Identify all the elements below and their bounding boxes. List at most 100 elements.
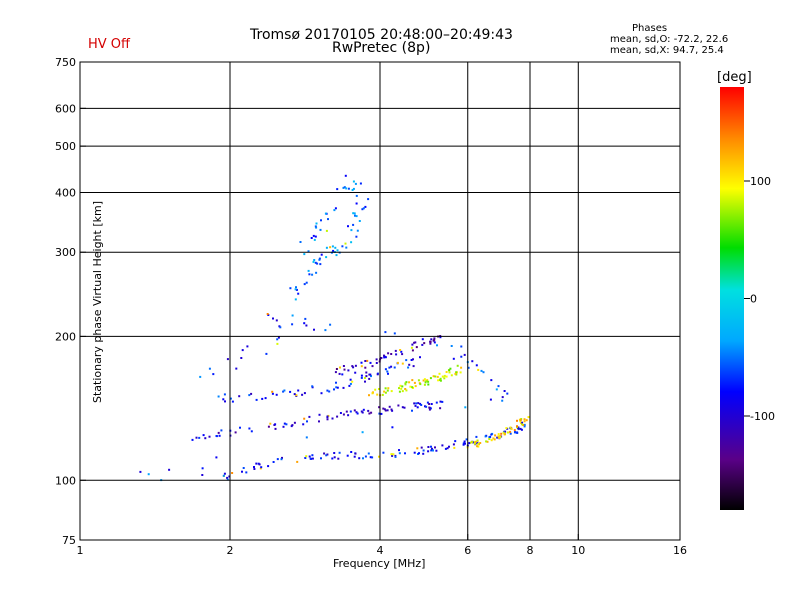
echo-point — [401, 353, 404, 356]
echo-point — [362, 408, 365, 411]
echo-point — [467, 366, 470, 369]
echo-point — [502, 431, 505, 434]
echo-point — [303, 322, 306, 325]
hv-status: HV Off — [88, 37, 130, 52]
echo-point — [413, 381, 416, 384]
echo-point — [324, 212, 327, 215]
echo-point — [352, 366, 355, 369]
echo-point — [308, 415, 311, 418]
echo-point — [335, 386, 338, 389]
chart-title: Tromsø 20170105 20:48:00–20:49:43 — [250, 27, 513, 43]
echo-point — [354, 214, 356, 217]
echo-point — [386, 370, 389, 373]
echo-point — [383, 356, 386, 359]
echo-point — [336, 249, 339, 252]
stats-heading: Phases — [632, 23, 668, 34]
echo-point — [419, 356, 421, 359]
echo-point — [245, 471, 248, 474]
echo-point — [347, 187, 350, 190]
echo-point — [471, 360, 474, 363]
echo-point — [434, 446, 436, 449]
echo-point — [345, 187, 348, 190]
echo-point — [333, 388, 335, 391]
echo-point — [396, 361, 399, 364]
echo-point — [378, 455, 380, 458]
echo-point — [369, 456, 372, 459]
echo-point — [480, 369, 483, 372]
echo-point — [419, 383, 422, 386]
echo-point — [352, 223, 355, 226]
echo-point — [435, 401, 438, 404]
echo-point — [313, 259, 316, 261]
echo-point — [519, 420, 522, 423]
echo-point — [253, 468, 256, 470]
echo-point — [422, 379, 425, 382]
echo-point — [280, 458, 283, 461]
echo-point — [416, 406, 419, 409]
echo-point — [362, 457, 364, 460]
echo-point — [277, 336, 280, 339]
echo-point — [388, 405, 391, 408]
echo-point — [441, 375, 444, 378]
echo-point — [404, 382, 407, 385]
echo-point — [331, 457, 334, 460]
echo-point — [336, 386, 339, 389]
echo-point — [501, 399, 504, 402]
echo-point — [378, 412, 381, 415]
echo-point — [383, 408, 386, 411]
echo-point — [463, 353, 466, 356]
echo-point — [344, 174, 347, 177]
y-tick-label: 750 — [55, 56, 76, 69]
echo-point — [376, 393, 379, 396]
echo-point — [384, 387, 387, 390]
echo-point — [462, 443, 465, 446]
colorbar-ticks: 100 0 -100 — [744, 175, 775, 423]
echo-point — [272, 317, 274, 320]
echo-point — [399, 384, 402, 387]
echo-point — [469, 441, 472, 444]
echo-point — [326, 416, 329, 419]
echo-point — [399, 349, 402, 351]
echo-point — [384, 409, 387, 412]
echo-point — [320, 253, 323, 256]
echo-point — [258, 463, 261, 466]
echo-point — [309, 457, 312, 460]
echo-point — [441, 444, 444, 447]
echo-point — [303, 417, 306, 420]
echo-point — [409, 385, 412, 388]
echo-point — [367, 198, 370, 201]
echo-point — [384, 391, 387, 394]
echo-point — [432, 449, 434, 452]
echo-point — [313, 238, 316, 241]
echo-point — [276, 342, 279, 345]
echo-point — [339, 366, 341, 369]
echo-point — [333, 452, 336, 454]
echo-point — [301, 393, 304, 396]
echo-point — [305, 324, 308, 327]
echo-point — [497, 435, 500, 438]
echo-point — [428, 408, 431, 411]
echo-point — [347, 369, 350, 372]
chart-subtitle: RwPretec (8p) — [332, 40, 431, 56]
echo-point — [439, 377, 442, 380]
echo-point — [369, 361, 372, 364]
echo-point — [424, 381, 427, 384]
echo-point — [417, 402, 420, 405]
echo-point — [495, 388, 498, 391]
echo-point — [410, 359, 413, 361]
echo-point — [423, 342, 426, 345]
echo-point — [289, 390, 292, 393]
echo-point — [201, 467, 204, 470]
echo-point — [353, 212, 356, 215]
colorbar-tick-label: 0 — [750, 293, 757, 306]
echo-point — [231, 400, 234, 403]
echo-point — [394, 455, 397, 458]
echo-point — [311, 454, 314, 457]
echo-point — [222, 398, 225, 401]
echo-point — [439, 407, 442, 410]
echo-point — [293, 393, 296, 396]
echo-point — [489, 398, 492, 401]
echo-point — [521, 421, 524, 424]
echo-point — [425, 405, 428, 408]
echo-point — [424, 405, 426, 408]
